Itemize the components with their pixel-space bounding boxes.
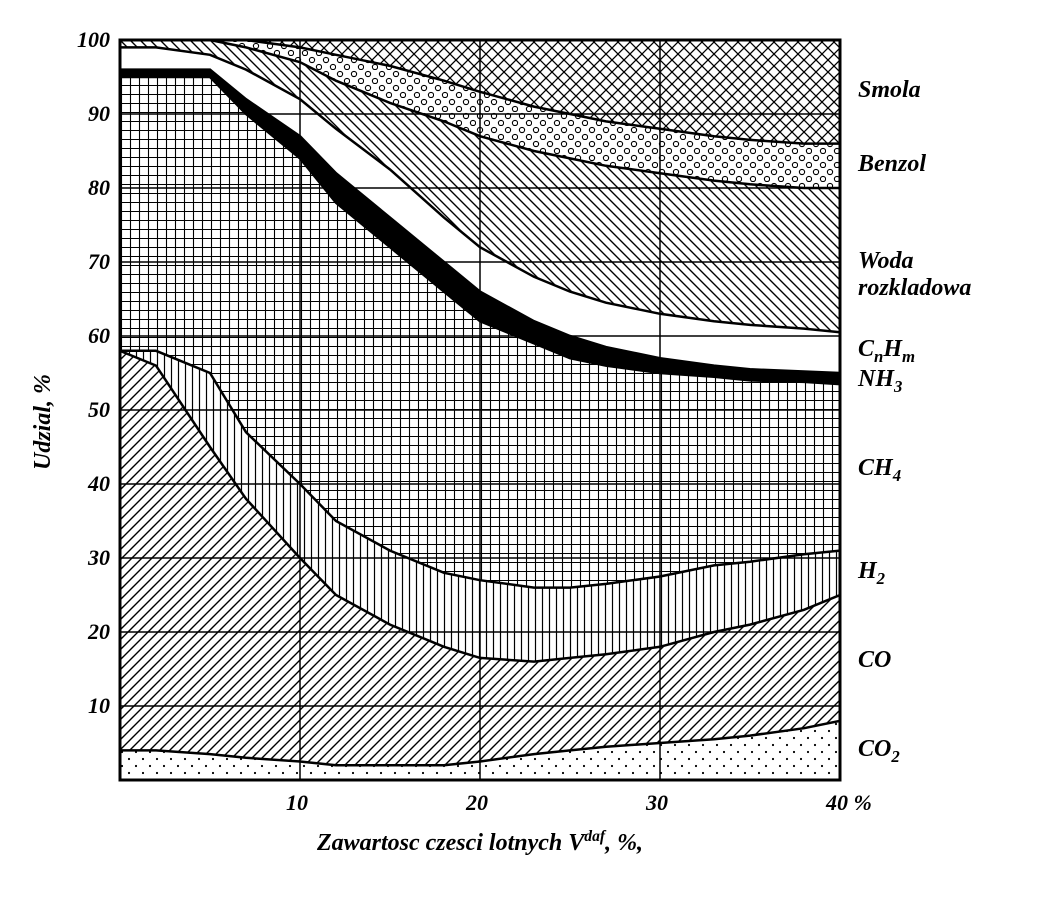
series-label-co: CO [858, 647, 891, 674]
y-tick: 100 [77, 27, 110, 53]
series-label-ch4: CH4 [858, 455, 901, 486]
series-label-nh3: NH3 [858, 366, 902, 397]
y-tick: 30 [88, 545, 110, 571]
stacked-area-chart: Udzial, % Zawartosc czesci lotnych Vdaf,… [0, 0, 1056, 902]
y-tick: 50 [88, 397, 110, 423]
x-tick: 40 % [826, 790, 872, 816]
y-tick: 20 [88, 619, 110, 645]
y-tick: 40 [88, 471, 110, 497]
series-label-smola: Smola [858, 77, 921, 104]
series-label-woda: Wodarozkladowa [858, 248, 971, 302]
x-tick: 10 [286, 790, 308, 816]
series-label-co2: CO2 [858, 736, 900, 767]
x-tick: 30 [646, 790, 668, 816]
series-label-h2: H2 [858, 558, 885, 589]
series-label-cnhm: CnHm [858, 336, 915, 367]
y-tick: 90 [88, 101, 110, 127]
y-axis-label: Udzial, % [30, 374, 57, 470]
y-tick: 80 [88, 175, 110, 201]
y-tick: 60 [88, 323, 110, 349]
y-tick: 10 [88, 693, 110, 719]
x-axis-label: Zawartosc czesci lotnych Vdaf, %, [120, 828, 840, 857]
x-tick: 20 [466, 790, 488, 816]
series-label-benzol: Benzol [858, 151, 926, 178]
y-tick: 70 [88, 249, 110, 275]
